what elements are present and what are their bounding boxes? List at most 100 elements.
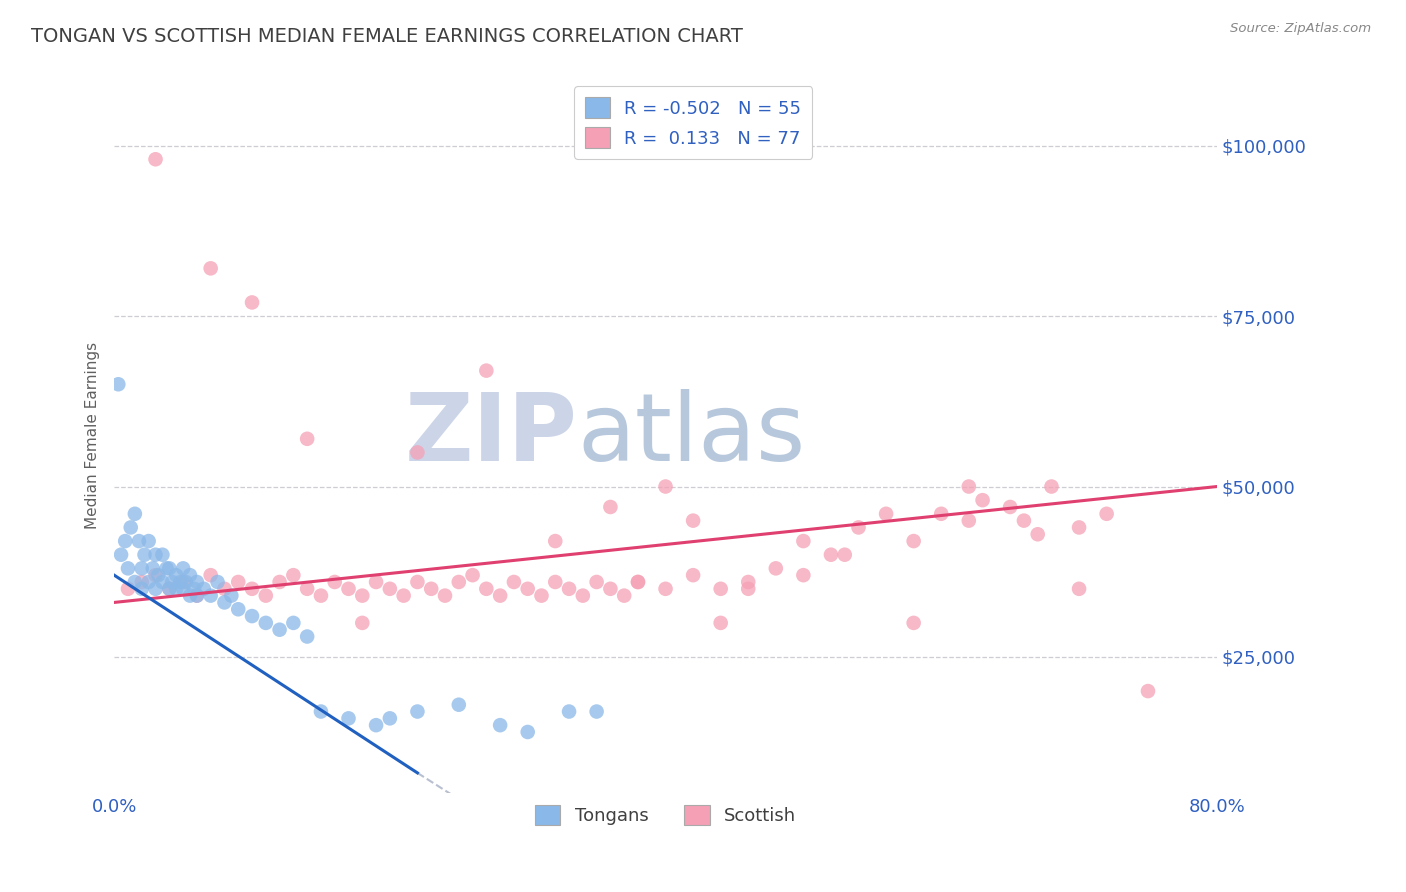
Point [364, 718, 387, 732]
Point [131, 582, 153, 596]
Point [145, 568, 167, 582]
Point [226, 602, 249, 616]
Point [820, 548, 842, 562]
Point [447, 574, 470, 589]
Point [765, 561, 787, 575]
Point [145, 548, 167, 562]
Point [295, 582, 318, 596]
Point [1067, 520, 1090, 534]
Text: Source: ZipAtlas.com: Source: ZipAtlas.com [1230, 22, 1371, 36]
Point [283, 615, 305, 630]
Point [323, 574, 346, 589]
Point [489, 589, 512, 603]
Point [516, 725, 538, 739]
Text: ZIP: ZIP [405, 390, 578, 482]
Point [186, 574, 208, 589]
Point [183, 582, 205, 596]
Point [120, 520, 142, 534]
Point [875, 507, 897, 521]
Point [585, 574, 607, 589]
Point [406, 705, 429, 719]
Point [599, 500, 621, 514]
Point [682, 514, 704, 528]
Point [337, 711, 360, 725]
Point [530, 589, 553, 603]
Point [214, 595, 236, 609]
Point [352, 589, 374, 603]
Point [434, 589, 457, 603]
Point [516, 582, 538, 596]
Point [1067, 582, 1090, 596]
Point [654, 479, 676, 493]
Point [737, 582, 759, 596]
Point [152, 574, 174, 589]
Point [131, 574, 153, 589]
Point [420, 582, 443, 596]
Point [406, 574, 429, 589]
Point [309, 589, 332, 603]
Point [155, 561, 177, 575]
Point [114, 534, 136, 549]
Point [200, 261, 222, 276]
Point [558, 705, 581, 719]
Point [174, 574, 197, 589]
Point [364, 574, 387, 589]
Point [145, 582, 167, 596]
Legend: Tongans, Scottish: Tongans, Scottish [526, 796, 806, 834]
Point [903, 534, 925, 549]
Point [269, 623, 291, 637]
Point [117, 561, 139, 575]
Point [461, 568, 484, 582]
Point [138, 574, 160, 589]
Point [160, 574, 183, 589]
Point [972, 493, 994, 508]
Point [110, 548, 132, 562]
Point [157, 561, 180, 575]
Point [903, 615, 925, 630]
Point [1136, 684, 1159, 698]
Point [848, 520, 870, 534]
Point [613, 589, 636, 603]
Point [226, 574, 249, 589]
Point [1095, 507, 1118, 521]
Point [710, 615, 733, 630]
Point [710, 582, 733, 596]
Point [179, 589, 201, 603]
Point [475, 582, 498, 596]
Point [352, 615, 374, 630]
Point [654, 582, 676, 596]
Point [179, 568, 201, 582]
Point [152, 548, 174, 562]
Point [169, 574, 191, 589]
Point [627, 574, 650, 589]
Point [124, 574, 146, 589]
Point [682, 568, 704, 582]
Point [447, 698, 470, 712]
Point [792, 534, 814, 549]
Point [1040, 479, 1063, 493]
Point [138, 534, 160, 549]
Point [157, 582, 180, 596]
Point [186, 589, 208, 603]
Text: atlas: atlas [578, 390, 806, 482]
Point [599, 582, 621, 596]
Point [544, 534, 567, 549]
Point [128, 534, 150, 549]
Point [107, 377, 129, 392]
Point [254, 615, 277, 630]
Point [792, 568, 814, 582]
Point [172, 582, 194, 596]
Point [165, 582, 187, 596]
Point [503, 574, 526, 589]
Point [378, 711, 401, 725]
Point [240, 582, 263, 596]
Point [295, 432, 318, 446]
Point [134, 548, 156, 562]
Point [283, 568, 305, 582]
Point [200, 568, 222, 582]
Point [186, 589, 208, 603]
Point [957, 514, 980, 528]
Point [157, 582, 180, 596]
Point [1012, 514, 1035, 528]
Point [627, 574, 650, 589]
